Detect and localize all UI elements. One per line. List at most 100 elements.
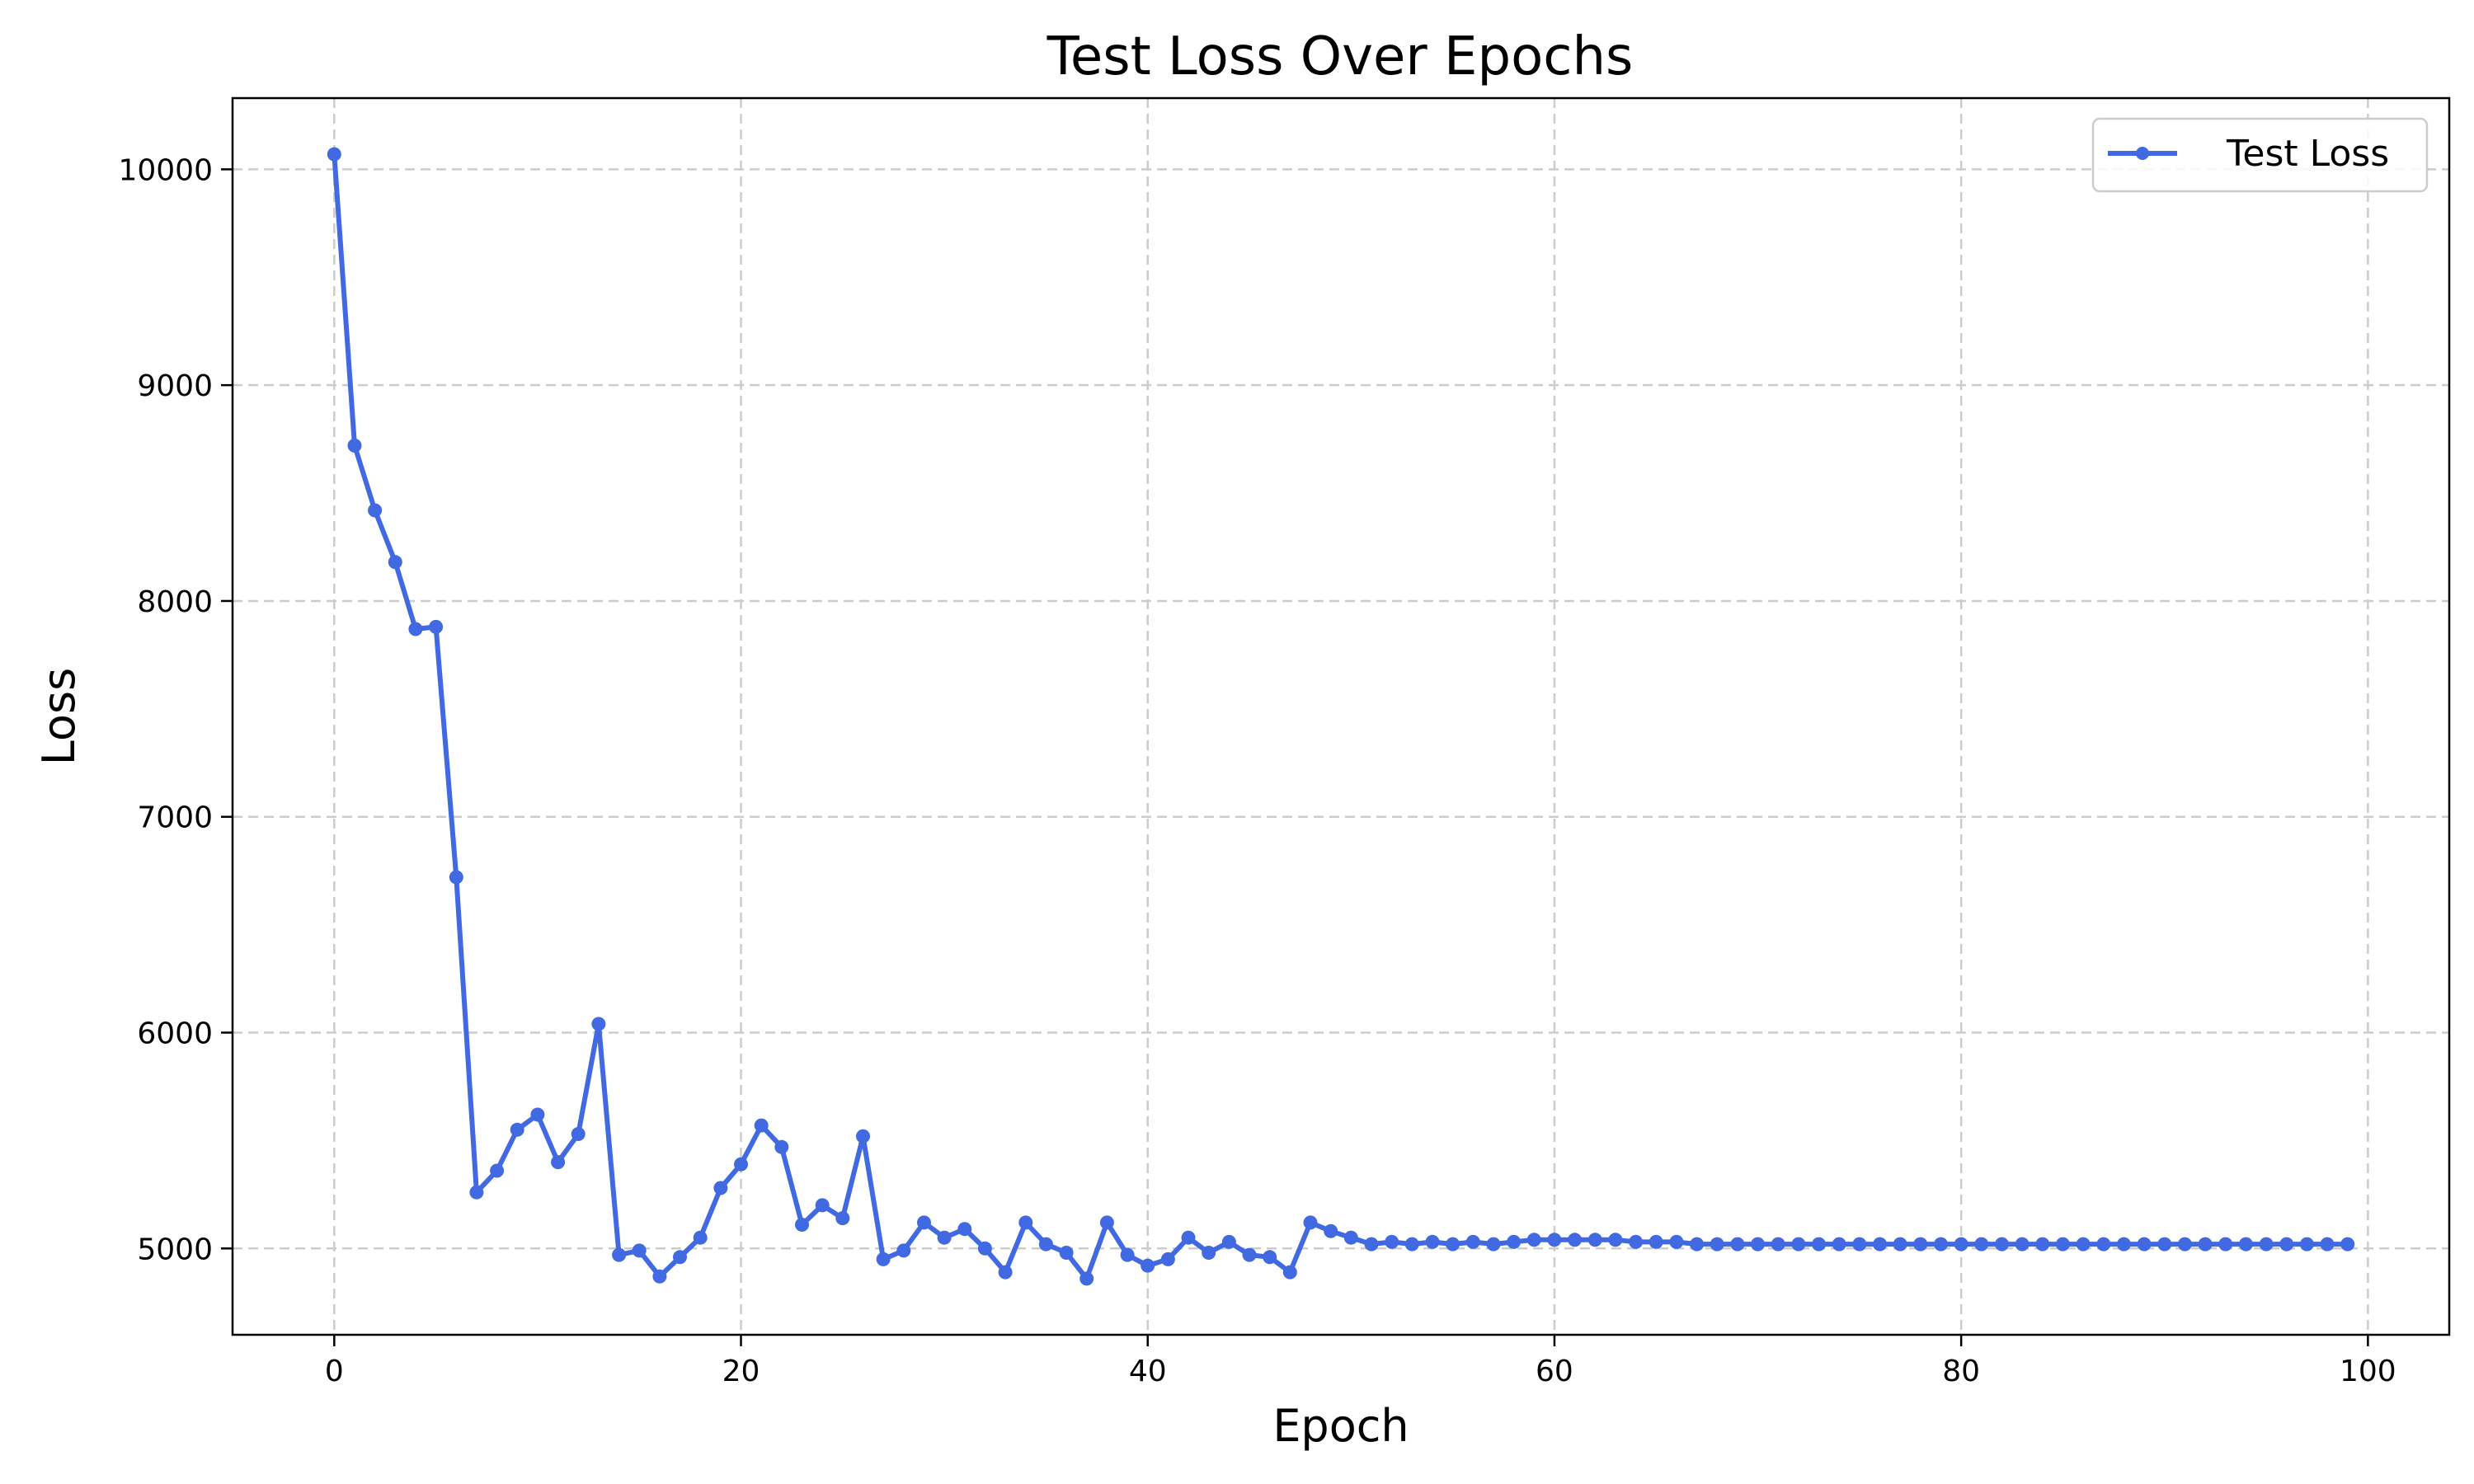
- data-point: [1221, 1234, 1236, 1249]
- data-point: [734, 1157, 748, 1172]
- data-point: [530, 1107, 545, 1122]
- data-point: [1507, 1234, 1522, 1249]
- data-point: [510, 1122, 524, 1137]
- data-point: [1059, 1246, 1074, 1260]
- data-point: [2015, 1237, 2030, 1252]
- x-tick-label: 0: [325, 1355, 344, 1388]
- data-point: [1954, 1237, 1968, 1252]
- y-axis-label: Loss: [33, 668, 85, 765]
- data-point: [1608, 1233, 1623, 1247]
- data-point: [1324, 1223, 1338, 1238]
- y-tick-label: 8000: [137, 585, 213, 619]
- data-point: [795, 1218, 809, 1232]
- data-point: [774, 1139, 789, 1154]
- data-point: [388, 555, 402, 570]
- data-point: [2279, 1237, 2294, 1252]
- data-point: [368, 503, 383, 518]
- data-point: [1690, 1237, 1705, 1252]
- data-point: [1120, 1247, 1135, 1262]
- data-point: [2299, 1237, 2314, 1252]
- data-point: [1852, 1237, 1867, 1252]
- data-point: [2238, 1237, 2253, 1252]
- data-point: [1343, 1230, 1358, 1245]
- x-tick-label: 80: [1942, 1355, 1980, 1388]
- series-line: [332, 152, 2350, 1281]
- data-point: [1974, 1237, 1989, 1252]
- data-point: [754, 1118, 769, 1133]
- y-tick-label: 10000: [118, 153, 213, 187]
- series-layer: [327, 147, 2355, 1286]
- data-point: [1425, 1234, 1440, 1249]
- data-point: [673, 1250, 687, 1265]
- x-tick-label: 100: [2340, 1355, 2396, 1388]
- data-point: [327, 147, 341, 162]
- data-point: [1730, 1237, 1745, 1252]
- legend: Test Loss: [2091, 117, 2429, 193]
- data-point: [2076, 1237, 2091, 1252]
- data-point: [1771, 1237, 1785, 1252]
- y-tick-label: 6000: [137, 1017, 213, 1051]
- data-point: [408, 622, 423, 636]
- data-point: [551, 1155, 566, 1170]
- x-axis-label: Epoch: [1272, 1400, 1409, 1452]
- chart-title: Test Loss Over Epochs: [1047, 26, 1634, 87]
- data-point: [591, 1017, 606, 1031]
- data-point: [2137, 1237, 2152, 1252]
- data-point: [998, 1265, 1013, 1280]
- data-point: [1364, 1237, 1379, 1252]
- y-tick-label: 5000: [137, 1233, 213, 1266]
- data-point: [1446, 1237, 1460, 1252]
- data-point: [2340, 1237, 2355, 1252]
- data-point: [1242, 1247, 1257, 1262]
- data-point: [2035, 1237, 2050, 1252]
- data-point: [815, 1198, 830, 1213]
- data-point: [1099, 1215, 1114, 1230]
- data-point: [1202, 1246, 1216, 1260]
- data-point: [1385, 1234, 1399, 1249]
- data-point: [1038, 1237, 1053, 1252]
- data-point: [693, 1230, 708, 1245]
- data-point: [1141, 1258, 1155, 1273]
- data-point: [937, 1230, 952, 1245]
- data-point: [1282, 1265, 1297, 1280]
- data-point: [1018, 1215, 1033, 1230]
- data-point: [1893, 1237, 1907, 1252]
- data-point: [1263, 1250, 1277, 1265]
- data-point: [1486, 1237, 1501, 1252]
- data-point: [896, 1243, 911, 1258]
- data-point: [1568, 1233, 1583, 1247]
- data-point: [1995, 1237, 2009, 1252]
- data-point: [1812, 1237, 1826, 1252]
- data-point: [977, 1241, 992, 1256]
- data-point: [2055, 1237, 2070, 1252]
- data-point: [1913, 1237, 1928, 1252]
- data-point: [1873, 1237, 1887, 1252]
- data-point: [1649, 1234, 1663, 1249]
- data-point: [876, 1252, 891, 1266]
- data-point: [2096, 1237, 2111, 1252]
- data-point: [2177, 1237, 2192, 1252]
- data-point: [449, 870, 463, 885]
- data-point: [1669, 1234, 1684, 1249]
- legend-label: Test Loss: [2226, 133, 2389, 175]
- data-point: [2218, 1237, 2233, 1252]
- axis-ticks: 0 20 40 60 80 100 5000 6000 7000 8000 9000 10000: [118, 153, 2396, 1388]
- y-tick-label: 7000: [137, 801, 213, 835]
- data-point: [612, 1247, 627, 1262]
- data-point: [571, 1127, 586, 1141]
- legend-marker-sample: [2136, 147, 2149, 160]
- data-point: [1751, 1237, 1765, 1252]
- data-point: [856, 1129, 870, 1144]
- data-point: [1934, 1237, 1948, 1252]
- data-point: [957, 1222, 972, 1237]
- data-point: [1629, 1234, 1644, 1249]
- data-point: [347, 439, 362, 453]
- x-tick-label: 20: [722, 1355, 760, 1388]
- data-point: [2320, 1237, 2335, 1252]
- grid: [233, 98, 2449, 1335]
- data-point: [835, 1211, 850, 1226]
- data-point: [917, 1215, 931, 1230]
- data-point: [2259, 1237, 2274, 1252]
